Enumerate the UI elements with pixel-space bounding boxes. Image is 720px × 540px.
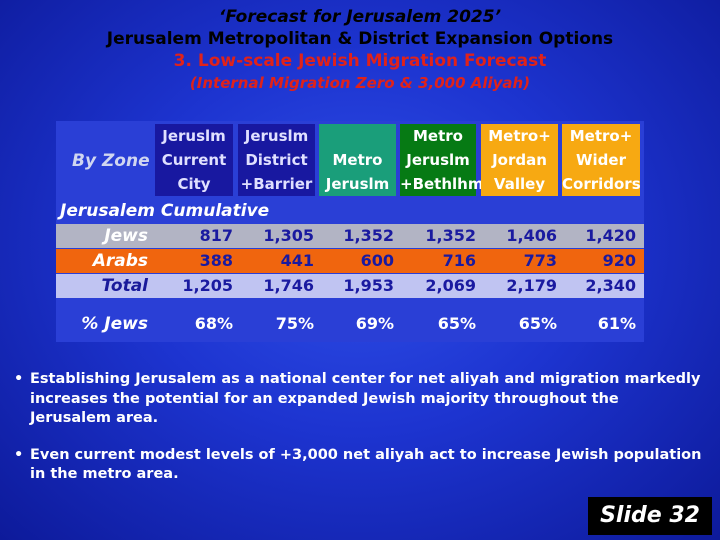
header-line: Corridors (562, 175, 641, 193)
table-cell: 68% (194, 314, 233, 333)
header-line: Jeruslm (406, 151, 470, 169)
table-cell: 2,179 (506, 276, 557, 295)
table-cell: 1,352 (425, 226, 476, 245)
table-row-total: Total 1,205 1,746 1,953 2,069 2,179 2,34… (56, 274, 644, 298)
row-label: Total (101, 276, 148, 296)
table-cell: 1,420 (585, 226, 636, 245)
header-line: Metro (332, 151, 383, 169)
table-cell: 65% (437, 314, 476, 333)
header-line: Jeruslm (325, 175, 390, 193)
table-row-jews: Jews 817 1,305 1,352 1,352 1,406 1,420 (56, 224, 644, 248)
table-cell: 1,205 (182, 276, 233, 295)
header-line: Jeruslm (162, 127, 226, 145)
column-header-district-barrier: Jeruslm District +Barrier (238, 124, 315, 196)
column-header-metro-bethlehem: Metro Jeruslm +Bethlhm (400, 124, 484, 196)
list-item: • Even current modest levels of +3,000 n… (14, 446, 704, 485)
list-item: • Establishing Jerusalem as a national c… (14, 370, 704, 429)
header-line: Current (161, 151, 227, 169)
table-cell: 388 (199, 251, 233, 270)
table-cell: 773 (523, 251, 557, 270)
row-label: Jews (104, 226, 148, 246)
column-header-metro: Metro Jeruslm (319, 124, 396, 196)
table-cell: 441 (280, 251, 314, 270)
row-label: Arabs (92, 251, 148, 271)
table-cell: 61% (597, 314, 636, 333)
by-zone-label: By Zone (72, 151, 150, 171)
header-line: District (245, 151, 308, 169)
header-line: Valley (493, 175, 546, 193)
table-cell: 65% (518, 314, 557, 333)
table-cell: 817 (199, 226, 233, 245)
table-cell: 2,069 (425, 276, 476, 295)
table-cell: 600 (360, 251, 394, 270)
bullet-icon: • (14, 371, 24, 387)
column-header-current-city: Jeruslm Current City (155, 124, 233, 196)
header-line: +Barrier (240, 175, 313, 193)
column-header-jordan-valley: Metro+ Jordan Valley (481, 124, 558, 196)
title-line-1: ‘Forecast for Jerusalem 2025’ (218, 7, 502, 27)
header-line: Jordan (492, 151, 547, 169)
table-cell: 75% (275, 314, 314, 333)
header-line: Metro+ (569, 127, 633, 145)
bullet-text: Even current modest levels of +3,000 net… (30, 446, 702, 483)
table-cell: 1,953 (343, 276, 394, 295)
bullet-text: Establishing Jerusalem as a national cen… (30, 371, 701, 426)
table-cell: 716 (442, 251, 476, 270)
column-header-wider-corridors: Metro+ Wider Corridors (562, 124, 641, 196)
header-line: Jeruslm (244, 127, 309, 145)
table-cell: 69% (355, 314, 394, 333)
table-cell: 1,406 (506, 226, 557, 245)
bullet-icon: • (14, 446, 24, 463)
header-line (319, 124, 396, 148)
title-line-2: Jerusalem Metropolitan & District Expans… (106, 29, 614, 49)
header-line: City (177, 175, 211, 193)
table-cell: 1,352 (343, 226, 394, 245)
table-cell: 920 (602, 251, 636, 270)
table-cell: 1,746 (263, 276, 314, 295)
table-row-arabs: Arabs 388 441 600 716 773 920 (56, 249, 644, 273)
bullet-list: • Establishing Jerusalem as a national c… (14, 370, 704, 502)
slide-number-badge: Slide 32 (588, 497, 712, 535)
section-label: Jerusalem Cumulative (60, 201, 270, 221)
title-line-4: (Internal Migration Zero & 3,000 Aliyah) (189, 74, 531, 92)
header-line: Wider (576, 151, 626, 169)
title-line-3: 3. Low-scale Jewish Migration Forecast (173, 51, 547, 71)
table-cell: 1,305 (263, 226, 314, 245)
header-line: +Bethlhm (400, 175, 484, 193)
header-line: Metro (413, 127, 463, 145)
table-cell: 2,340 (585, 276, 636, 295)
title-block: ‘Forecast for Jerusalem 2025’ Jerusalem … (0, 6, 720, 94)
header-line: Metro+ (488, 127, 551, 145)
table-row-percent-jews: % Jews 68% 75% 69% 65% 65% 61% (56, 312, 644, 336)
row-label: % Jews (81, 314, 148, 334)
